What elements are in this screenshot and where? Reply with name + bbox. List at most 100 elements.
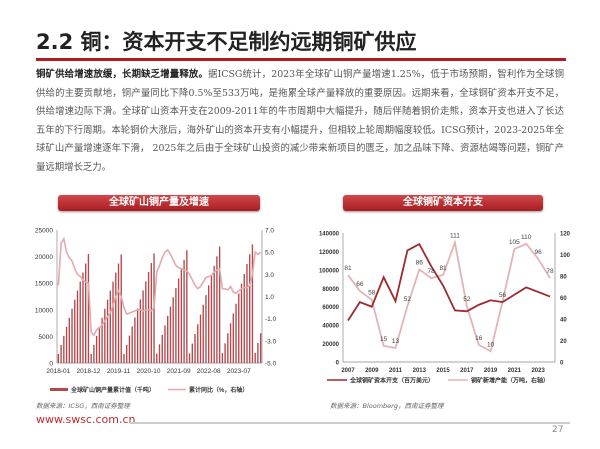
data-label: 52 — [404, 296, 412, 303]
production-bar — [104, 308, 106, 363]
production-bar — [68, 317, 70, 363]
production-bar — [57, 353, 60, 363]
y-left-tick-label: 40000 — [322, 324, 339, 330]
production-bar — [254, 352, 256, 363]
y-left-tick-label: 20000 — [35, 254, 53, 261]
copper-capex-chart: 0 20000 40000 60000 80000 100000 120000 140000 0… — [319, 232, 571, 385]
data-label: 78 — [546, 268, 554, 275]
legend-swatch-production — [50, 388, 68, 391]
legend-label-yoy: 累计同比（%，右轴） — [189, 386, 248, 394]
production-bar — [93, 344, 95, 363]
y-right-tick-label: -3.0 — [265, 338, 277, 345]
data-label: 10 — [487, 341, 495, 348]
data-label: 16 — [475, 335, 483, 342]
legend-label-capacity: 铜矿新增产能（万吨，右轴） — [471, 377, 549, 385]
production-bar — [82, 272, 84, 363]
production-bar — [158, 344, 161, 363]
production-bar — [183, 259, 185, 363]
body-lead: 铜矿供给增速放缓，长期缺乏增量释放。 — [36, 69, 209, 80]
production-bar — [145, 281, 147, 363]
production-bar — [63, 335, 65, 363]
body-paragraph: 铜矿供给增速放缓，长期缺乏增量释放。据ICSG统计，2023年全球矿山铜产量增速… — [36, 66, 564, 178]
production-bar — [246, 264, 248, 363]
production-bar — [79, 281, 81, 363]
x-tick-label: 2023-07 — [227, 368, 251, 375]
production-bar — [169, 306, 172, 363]
chart2-title: 全球铜矿资本开支 — [343, 195, 543, 211]
production-bar — [259, 333, 262, 363]
production-bar — [205, 295, 207, 363]
y-left-tick-label: 80000 — [322, 287, 339, 293]
y-right-tick-label: 40 — [560, 318, 567, 324]
footer-url[interactable]: www.swsc.com.cn — [36, 413, 136, 426]
y-left-tick-label: 140000 — [319, 232, 340, 238]
production-bar — [177, 278, 180, 363]
data-label: 52 — [463, 296, 471, 303]
production-bar — [65, 326, 68, 363]
y-left-tick-label: 20000 — [322, 342, 339, 348]
production-bar — [109, 290, 111, 363]
production-bar — [98, 326, 101, 363]
x-tick-label: 2021-09 — [167, 368, 191, 375]
data-label: 13 — [392, 338, 400, 345]
production-bar — [134, 317, 136, 363]
data-label: 15 — [380, 336, 388, 343]
y-right-tick-label: 20 — [560, 339, 567, 345]
production-bar — [251, 244, 254, 363]
title-divider — [36, 58, 566, 61]
production-bar — [240, 283, 243, 363]
x-tick-label: 2019-11 — [107, 368, 131, 375]
data-label: 105 — [509, 239, 520, 246]
production-bar — [128, 335, 131, 363]
y-left-tick-label: 10000 — [35, 307, 53, 314]
data-label: 78 — [428, 268, 436, 275]
production-bar — [87, 253, 90, 363]
data-label: 96 — [535, 249, 543, 256]
production-bar — [139, 299, 142, 363]
data-label: 111 — [450, 233, 460, 240]
production-bar — [123, 353, 125, 363]
production-bar — [172, 297, 174, 363]
production-bar — [95, 335, 98, 363]
y-left-tick-label: 5000 — [39, 334, 54, 341]
page-title: 2.2 铜：资本开支不足制约远期铜矿供应 — [36, 30, 417, 54]
data-label: 66 — [356, 281, 364, 288]
production-bar — [161, 334, 163, 363]
y-left-tick-label: 0 — [336, 361, 340, 367]
y-right-tick-label: 3.0 — [265, 272, 274, 279]
production-bar — [164, 325, 166, 363]
production-bar — [85, 263, 87, 363]
x-tick-label: 2020-10 — [137, 368, 161, 375]
yoy-line — [57, 236, 262, 337]
capex-line — [347, 242, 551, 322]
y-right-tick-label: 5.0 — [265, 250, 274, 257]
production-bar — [199, 314, 202, 363]
production-bar — [186, 250, 188, 363]
y-left-tick-label: 60000 — [322, 305, 339, 311]
x-tick-label: 2017 — [460, 368, 474, 374]
production-bar — [224, 343, 226, 363]
x-tick-label: 2011 — [389, 368, 403, 374]
production-bar — [71, 308, 73, 363]
legend-label-capex: 全球铜矿资本开支（百万美元） — [349, 377, 434, 385]
y-right-tick-label: 7.0 — [265, 228, 274, 235]
production-bar — [115, 272, 117, 363]
production-bar — [120, 254, 122, 363]
production-bar — [238, 293, 240, 363]
production-bar — [188, 353, 191, 363]
y-right-tick-label: 60 — [560, 296, 567, 302]
production-bar — [156, 353, 158, 363]
footer-divider — [130, 422, 570, 424]
production-bar — [235, 303, 237, 363]
production-bar — [227, 333, 229, 363]
production-bar — [202, 304, 204, 363]
production-bar — [191, 343, 193, 363]
production-bar — [147, 272, 150, 363]
y-right-tick-label: 80 — [560, 275, 567, 281]
data-label: 110 — [521, 234, 532, 241]
production-bar — [117, 263, 120, 363]
production-bar — [90, 353, 92, 363]
x-tick-label: 2023 — [531, 368, 545, 374]
data-label: 81 — [439, 265, 447, 272]
